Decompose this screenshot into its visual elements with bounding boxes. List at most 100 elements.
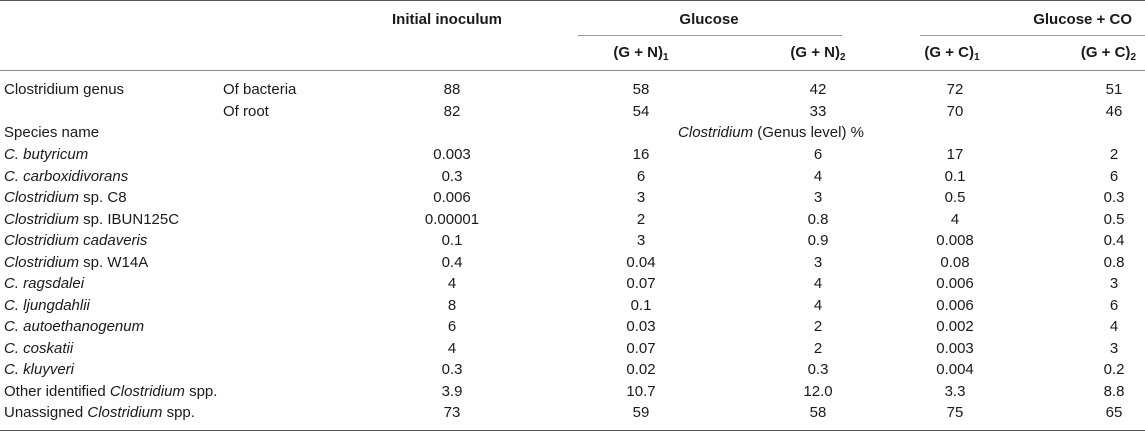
value-gc1: 17 xyxy=(946,146,964,163)
value-gc2: 3 xyxy=(1109,340,1119,357)
species-name-italic: C. ljungdahlii xyxy=(4,297,90,314)
value-gc1: 0.004 xyxy=(936,361,974,378)
summary-name-italic: Clostridium xyxy=(109,383,185,400)
value-gn1: 54 xyxy=(632,103,650,120)
value-initial: 4 xyxy=(447,340,457,357)
glucose-co-group-rule xyxy=(920,35,1145,36)
table-bottom-rule xyxy=(0,430,1145,431)
value-initial: 0.3 xyxy=(441,361,463,378)
value-initial: 73 xyxy=(443,404,461,421)
value-gn2: 58 xyxy=(809,404,827,421)
header-gc2: (G + C)2 xyxy=(1080,44,1136,63)
species-name: Clostridium sp. C8 xyxy=(4,189,127,207)
value-initial: 0.006 xyxy=(433,189,471,206)
value-gn2: 3 xyxy=(813,254,823,271)
value-gn1: 0.07 xyxy=(626,275,656,292)
species-name-italic: C. ragsdalei xyxy=(4,275,85,292)
table-top-rule xyxy=(0,0,1145,1)
value-gn1: 58 xyxy=(632,81,650,98)
value-gc1: 70 xyxy=(946,103,964,120)
value-gn2: 4 xyxy=(813,297,823,314)
value-gn1: 59 xyxy=(632,404,650,421)
value-initial: 0.003 xyxy=(433,146,471,163)
species-name: C. coskatii xyxy=(4,340,73,358)
species-name-rest: sp. C8 xyxy=(79,189,127,206)
value-gc2: 2 xyxy=(1109,146,1119,163)
value-gc2: 46 xyxy=(1105,103,1123,120)
header-glucose-co: Glucose + CO xyxy=(1033,11,1132,28)
value-gc1: 4 xyxy=(950,211,960,228)
row-sublabel: Of bacteria xyxy=(223,81,297,98)
value-gc1: 0.008 xyxy=(936,232,974,249)
summary-name: Other identified Clostridium spp. xyxy=(4,383,217,401)
value-initial: 3.9 xyxy=(441,383,463,400)
value-gc2: 6 xyxy=(1109,168,1119,185)
value-gc1: 0.002 xyxy=(936,318,974,335)
value-gc1: 0.1 xyxy=(944,168,966,185)
species-name-italic: C. autoethanogenum xyxy=(4,318,145,335)
value-gc2: 6 xyxy=(1109,297,1119,314)
value-gn1: 3 xyxy=(636,189,646,206)
value-gn2: 4 xyxy=(813,168,823,185)
value-gc1: 0.006 xyxy=(936,275,974,292)
value-initial: 0.1 xyxy=(441,232,463,249)
species-name: C. autoethanogenum xyxy=(4,318,144,336)
species-name-italic: Clostridium cadaveris xyxy=(4,232,148,249)
header-initial-inoculum: Initial inoculum xyxy=(391,11,503,28)
value-gn2: 33 xyxy=(809,103,827,120)
summary-name-pre: Other identified xyxy=(4,383,110,400)
species-name-italic: C. coskatii xyxy=(4,340,74,357)
species-name-italic: Clostridium xyxy=(4,254,80,271)
header-glucose: Glucose xyxy=(679,11,739,28)
value-initial: 6 xyxy=(447,318,457,335)
value-gc2: 8.8 xyxy=(1103,383,1125,400)
value-gc2: 65 xyxy=(1105,404,1123,421)
summary-name-pre: Unassigned xyxy=(4,404,88,421)
value-gn2: 2 xyxy=(813,318,823,335)
row-label: Clostridium genus xyxy=(4,81,125,98)
value-gc2: 0.5 xyxy=(1103,211,1125,228)
species-name: C. kluyveri xyxy=(4,361,74,379)
header-gc1: (G + C)1 xyxy=(924,44,980,63)
value-gn1: 0.1 xyxy=(630,297,652,314)
species-name-label: Species name xyxy=(4,124,100,141)
value-gn2: 3 xyxy=(813,189,823,206)
value-gc1: 3.3 xyxy=(944,383,966,400)
species-name: Clostridium cadaveris xyxy=(4,232,147,250)
value-gc2: 0.2 xyxy=(1103,361,1125,378)
species-name-italic: C. kluyveri xyxy=(4,361,75,378)
value-gn2: 0.9 xyxy=(807,232,829,249)
value-gc2: 0.3 xyxy=(1103,189,1125,206)
value-gc1: 75 xyxy=(946,404,964,421)
value-gc2: 3 xyxy=(1109,275,1119,292)
header-bottom-rule xyxy=(0,70,1145,71)
header-gn1: (G + N)1 xyxy=(613,44,669,63)
value-initial: 82 xyxy=(443,103,461,120)
species-caption: Clostridium (Genus level) % xyxy=(678,124,864,141)
species-name-rest: sp. IBUN125C xyxy=(79,211,180,228)
species-name: Clostridium sp. IBUN125C xyxy=(4,211,179,229)
species-name: C. ragsdalei xyxy=(4,275,84,293)
value-gn2: 6 xyxy=(813,146,823,163)
species-name: Clostridium sp. W14A xyxy=(4,254,148,272)
value-gn2: 0.8 xyxy=(807,211,829,228)
value-gc1: 0.5 xyxy=(944,189,966,206)
summary-name-italic: Clostridium xyxy=(87,404,163,421)
species-name-italic: C. carboxidivorans xyxy=(4,168,129,185)
value-gn1: 0.03 xyxy=(626,318,656,335)
value-gn1: 10.7 xyxy=(626,383,656,400)
value-initial: 8 xyxy=(447,297,457,314)
value-initial: 0.00001 xyxy=(424,211,480,228)
species-name-italic: C. butyricum xyxy=(4,146,89,163)
value-gn1: 0.02 xyxy=(626,361,656,378)
value-gc2: 4 xyxy=(1109,318,1119,335)
summary-name: Unassigned Clostridium spp. xyxy=(4,404,195,422)
value-gc1: 72 xyxy=(946,81,964,98)
glucose-group-rule xyxy=(578,35,842,36)
value-gn2: 0.3 xyxy=(807,361,829,378)
value-gn1: 2 xyxy=(636,211,646,228)
species-name-italic: Clostridium xyxy=(4,189,80,206)
value-gc1: 0.08 xyxy=(940,254,970,271)
species-name-italic: Clostridium xyxy=(4,211,80,228)
